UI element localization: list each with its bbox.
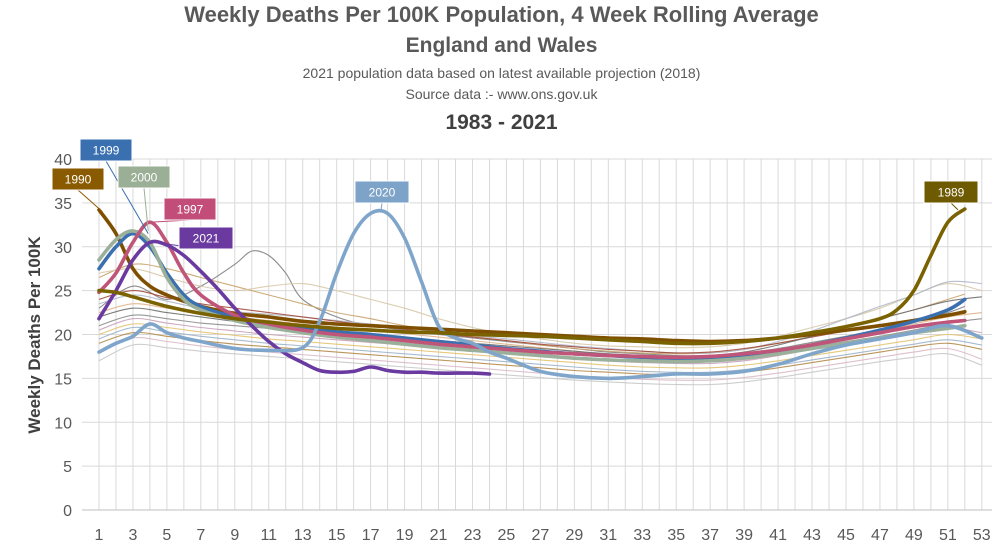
series-line-2021 [97, 239, 492, 376]
chart-source: Source data :- www.ons.gov.uk [405, 86, 598, 102]
x-tick-label: 49 [905, 527, 923, 544]
x-tick-label: 5 [162, 527, 171, 544]
series-line-1989 [97, 207, 967, 346]
chart-title: Weekly Deaths Per 100K Population, 4 Wee… [184, 2, 819, 27]
y-tick-label: 5 [63, 459, 72, 476]
callout-box-1990 [51, 167, 105, 191]
x-tick-label: 15 [328, 527, 346, 544]
x-tick-label: 53 [973, 527, 991, 544]
y-tick-label: 20 [54, 328, 72, 345]
y-tick-label: 30 [54, 240, 72, 257]
callout-label-2021: 2021 [193, 232, 220, 246]
x-tick-label: 27 [531, 527, 549, 544]
series-line-background-1 [98, 250, 965, 357]
chart-period: 1983 - 2021 [445, 111, 558, 134]
series-callouts: 1990 1999 2000 1997 2021 2020 1989 [51, 138, 979, 250]
callout-leader-1990 [77, 189, 103, 213]
x-tick-label: 23 [464, 527, 482, 544]
callout-label-1997: 1997 [177, 203, 204, 217]
series-line-1997 [97, 220, 967, 360]
y-tick-label: 40 [54, 152, 72, 169]
y-tick-label: 10 [54, 415, 72, 432]
x-tick-label: 25 [498, 527, 516, 544]
x-tick-label: 7 [196, 527, 205, 544]
callout-leader-2020 [380, 202, 383, 212]
x-tick-label: 9 [230, 527, 239, 544]
series-line-1990 [97, 208, 967, 344]
x-tick-label: 51 [939, 527, 957, 544]
callout-label-2000: 2000 [131, 171, 158, 185]
highlighted-series-group [97, 207, 984, 381]
y-tick-label: 0 [63, 503, 72, 520]
series-line-background-3 [98, 268, 982, 349]
y-tick-label: 35 [54, 196, 72, 213]
chart-subtitle: England and Wales [405, 34, 598, 57]
x-tick-label: 21 [430, 527, 448, 544]
x-tick-label: 17 [362, 527, 380, 544]
series-line-background-4 [98, 280, 982, 354]
callout-label-1989: 1989 [938, 186, 965, 200]
x-tick-label: 31 [599, 527, 617, 544]
x-tick-label: 19 [396, 527, 414, 544]
x-tick-label: 45 [837, 527, 855, 544]
x-tick-label: 29 [565, 527, 583, 544]
series-line-background-9 [98, 323, 982, 369]
callout-label-1990: 1990 [65, 173, 92, 187]
x-tick-label: 47 [871, 527, 889, 544]
x-tick-label: 35 [667, 527, 685, 544]
callout-leader-1999 [105, 160, 149, 234]
x-tick-label: 41 [769, 527, 787, 544]
x-tick-label: 1 [95, 527, 104, 544]
y-tick-label: 25 [54, 284, 72, 301]
callout-box-1999 [79, 138, 133, 162]
callout-box-1997 [163, 197, 217, 221]
series-line-background-11 [98, 331, 982, 376]
y-tick-label: 15 [54, 371, 72, 388]
chart-note: 2021 population data based on latest ava… [302, 65, 701, 81]
x-tick-label: 3 [128, 527, 137, 544]
callout-box-2021 [178, 226, 234, 250]
y-axis-label: Weekly Deaths Per 100K [25, 236, 44, 434]
x-tick-label: 43 [803, 527, 821, 544]
x-tick-label: 13 [294, 527, 312, 544]
callout-box-2000 [117, 165, 171, 189]
series-line-background-10 [98, 326, 982, 374]
callout-leader-1989 [950, 202, 959, 211]
x-tick-label: 37 [701, 527, 719, 544]
callout-label-2020: 2020 [369, 186, 396, 200]
x-tick-label: 11 [260, 527, 277, 544]
series-line-background-13 [98, 343, 982, 386]
callout-label-1999: 1999 [93, 144, 120, 158]
x-tick-label: 33 [633, 527, 651, 544]
callout-box-2020 [354, 180, 410, 204]
callout-box-1989 [923, 180, 979, 204]
x-tick-label: 39 [735, 527, 753, 544]
callout-leader-2000 [143, 187, 149, 232]
